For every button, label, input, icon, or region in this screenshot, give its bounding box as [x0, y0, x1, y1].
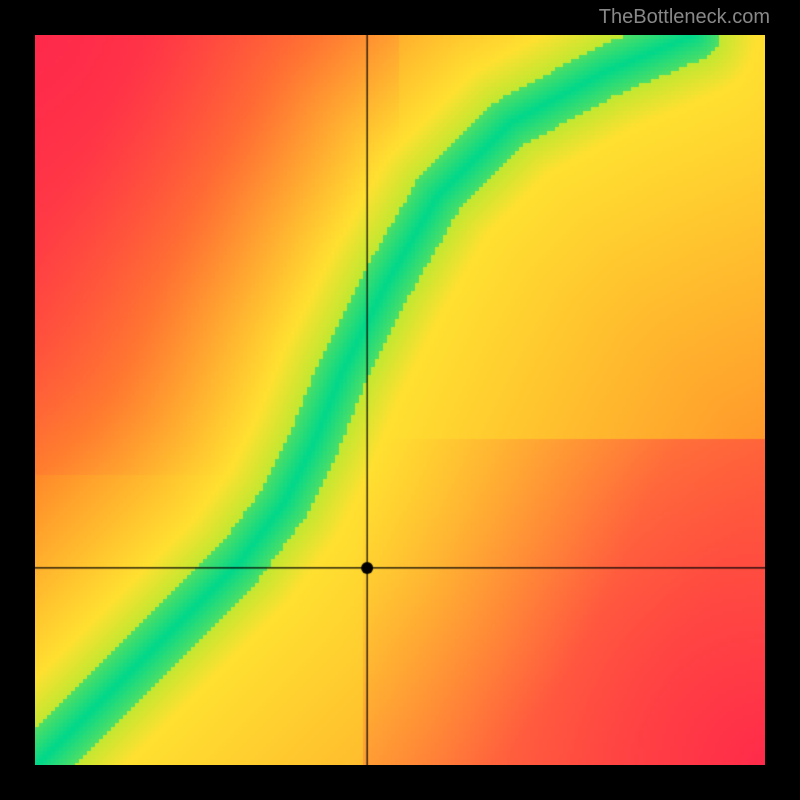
heatmap-plot [35, 35, 765, 765]
heatmap-canvas [35, 35, 765, 765]
watermark-text: TheBottleneck.com [599, 6, 770, 29]
